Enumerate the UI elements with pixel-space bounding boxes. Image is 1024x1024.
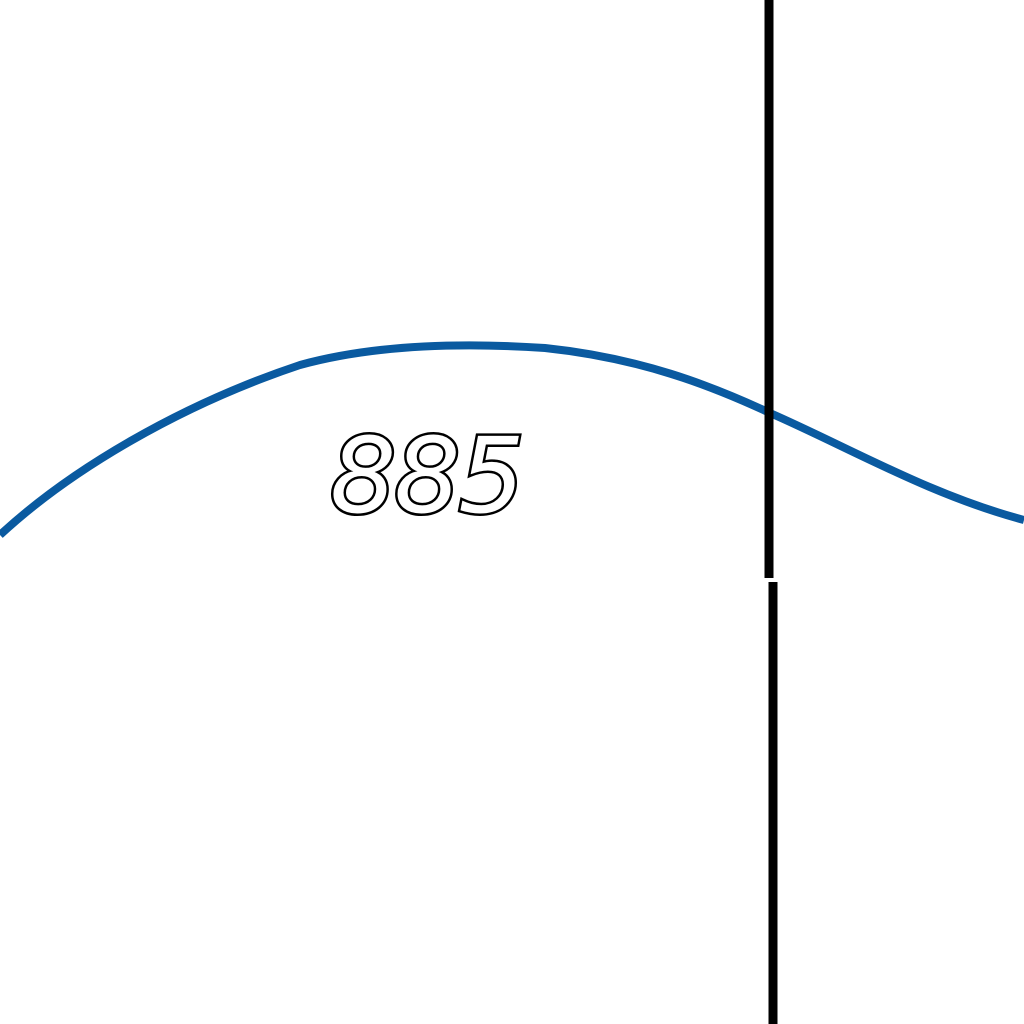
contour-elevation-label: 885 <box>330 415 523 537</box>
contour-line <box>0 341 1024 538</box>
